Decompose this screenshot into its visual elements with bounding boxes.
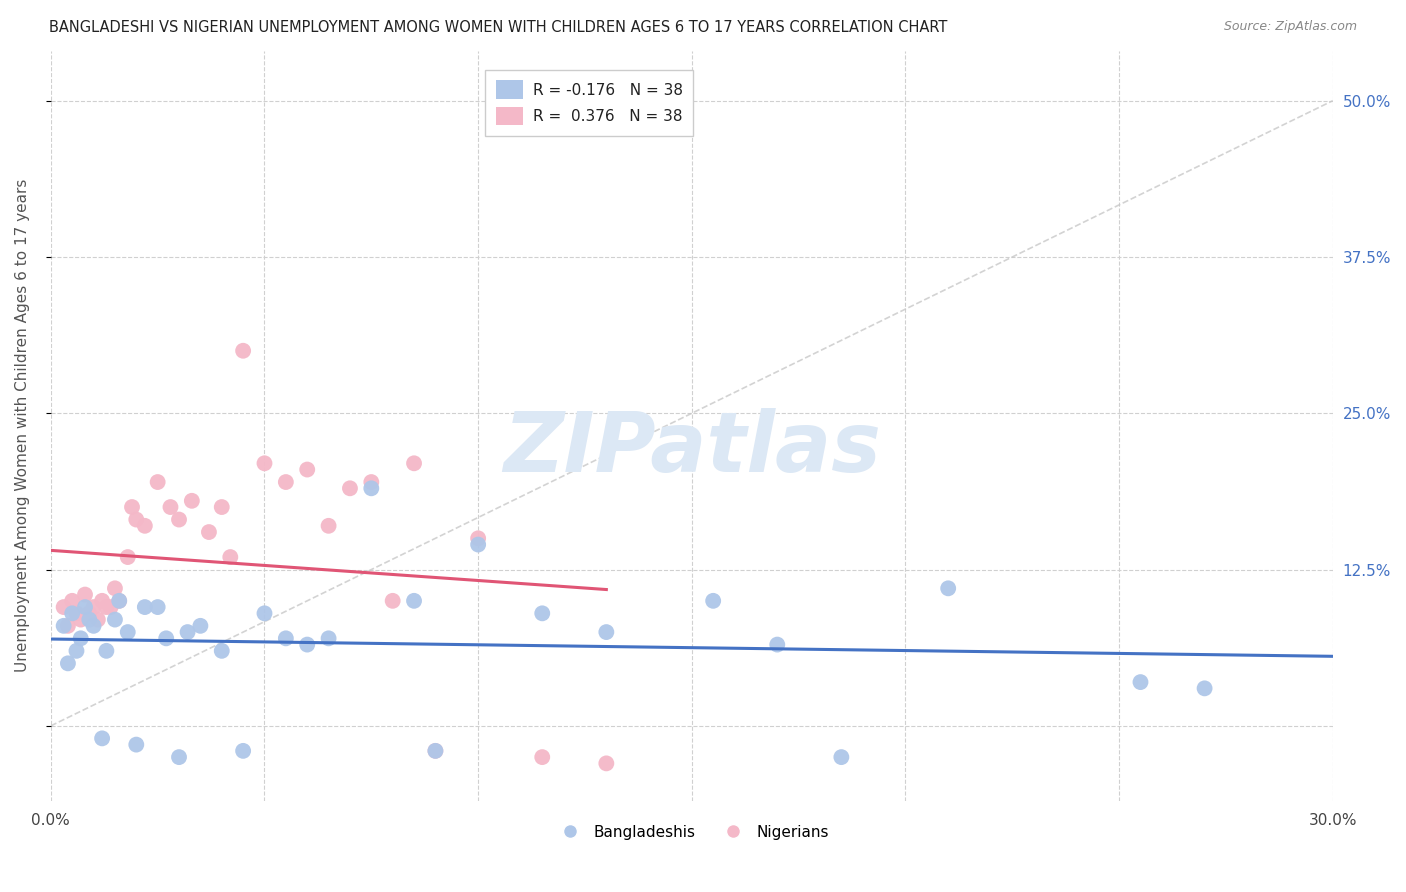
Point <box>56 619 79 633</box>
Text: BANGLADESHI VS NIGERIAN UNEMPLOYMENT AMONG WOMEN WITH CHILDREN AGES 6 TO 17 YEAR: BANGLADESHI VS NIGERIAN UNEMPLOYMENT AMO… <box>49 20 948 35</box>
Point <box>1129 675 1152 690</box>
Point <box>360 481 382 495</box>
Point <box>125 738 148 752</box>
Point <box>211 500 233 514</box>
Point <box>104 582 127 596</box>
Point <box>339 481 361 495</box>
Point <box>766 638 789 652</box>
Point <box>83 600 105 615</box>
Point <box>297 638 319 652</box>
Point <box>531 750 554 764</box>
Point <box>274 632 297 646</box>
Point <box>108 594 131 608</box>
Point <box>253 607 276 621</box>
Point <box>79 607 101 621</box>
Point <box>274 475 297 489</box>
Point <box>117 550 139 565</box>
Point <box>125 512 148 526</box>
Point <box>425 744 447 758</box>
Point <box>155 632 177 646</box>
Point <box>360 475 382 489</box>
Point <box>91 731 114 746</box>
Point <box>176 625 198 640</box>
Point <box>100 600 122 615</box>
Point <box>146 600 169 615</box>
Point <box>297 462 319 476</box>
Point <box>69 632 91 646</box>
Point <box>60 594 83 608</box>
Point <box>467 537 489 551</box>
Legend: Bangladeshis, Nigerians: Bangladeshis, Nigerians <box>548 819 835 846</box>
Point <box>83 619 105 633</box>
Point <box>232 343 254 358</box>
Point <box>1194 681 1216 696</box>
Point <box>52 619 75 633</box>
Point <box>402 456 425 470</box>
Point <box>198 524 221 539</box>
Point <box>595 625 617 640</box>
Text: Source: ZipAtlas.com: Source: ZipAtlas.com <box>1223 20 1357 33</box>
Point <box>52 600 75 615</box>
Point <box>134 518 156 533</box>
Point <box>318 518 340 533</box>
Point <box>121 500 143 514</box>
Point <box>146 475 169 489</box>
Point <box>595 756 617 771</box>
Point <box>167 750 190 764</box>
Point <box>402 594 425 608</box>
Point <box>56 657 79 671</box>
Point <box>702 594 724 608</box>
Point <box>87 613 110 627</box>
Y-axis label: Unemployment Among Women with Children Ages 6 to 17 years: Unemployment Among Women with Children A… <box>15 179 30 673</box>
Point <box>96 600 118 615</box>
Point <box>167 512 190 526</box>
Point <box>73 588 96 602</box>
Point <box>318 632 340 646</box>
Point <box>104 613 127 627</box>
Point <box>159 500 181 514</box>
Point <box>936 582 959 596</box>
Point <box>65 644 87 658</box>
Point <box>69 613 91 627</box>
Point <box>73 600 96 615</box>
Point <box>531 607 554 621</box>
Point <box>253 456 276 470</box>
Point <box>830 750 852 764</box>
Point <box>79 613 101 627</box>
Point <box>381 594 404 608</box>
Point <box>467 531 489 545</box>
Point <box>232 744 254 758</box>
Point <box>190 619 212 633</box>
Point <box>117 625 139 640</box>
Point <box>65 607 87 621</box>
Point <box>108 594 131 608</box>
Point <box>60 607 83 621</box>
Point <box>96 644 118 658</box>
Text: ZIPatlas: ZIPatlas <box>503 408 880 489</box>
Point <box>219 550 242 565</box>
Point <box>211 644 233 658</box>
Point <box>134 600 156 615</box>
Point <box>425 744 447 758</box>
Point <box>180 493 202 508</box>
Point <box>91 594 114 608</box>
